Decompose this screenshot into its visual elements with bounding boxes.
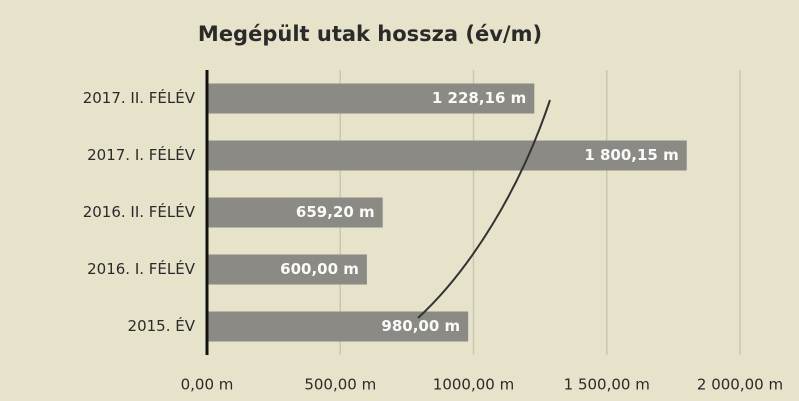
x-tick-label: 2 000,00 m xyxy=(697,376,783,394)
chart-title: Megépült utak hossza (év/m) xyxy=(198,22,542,46)
bar xyxy=(207,83,535,114)
data-label: 1 228,16 m xyxy=(432,89,526,107)
y-tick-label: 2015. ÉV xyxy=(128,316,196,335)
bar xyxy=(207,311,469,342)
data-label: 1 800,15 m xyxy=(584,146,678,164)
x-tick-label: 0,00 m xyxy=(181,376,234,394)
y-tick-label: 2017. I. FÉLÉV xyxy=(87,145,196,164)
pen-stroke xyxy=(417,99,551,319)
data-label: 980,00 m xyxy=(381,317,460,335)
y-tick-label: 2016. I. FÉLÉV xyxy=(87,259,196,278)
y-tick-label: 2017. II. FÉLÉV xyxy=(83,88,196,107)
x-tick-label: 500,00 m xyxy=(304,376,376,394)
bar xyxy=(207,254,367,285)
bar xyxy=(207,140,687,171)
data-label: 659,20 m xyxy=(296,203,375,221)
data-label: 600,00 m xyxy=(280,260,359,278)
bar xyxy=(207,197,383,228)
x-tick-label: 1000,00 m xyxy=(433,376,514,394)
y-tick-label: 2016. II. FÉLÉV xyxy=(83,202,196,221)
x-tick-label: 1 500,00 m xyxy=(564,376,650,394)
